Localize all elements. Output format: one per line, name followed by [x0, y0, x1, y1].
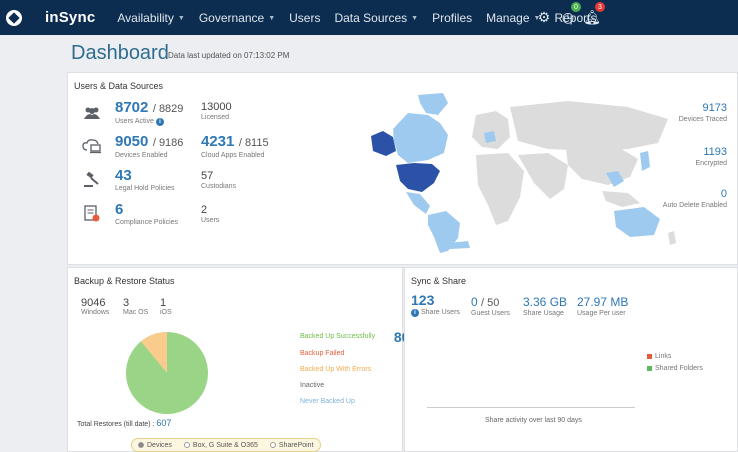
compliance-users-stat: 2 Users	[201, 204, 220, 224]
gavel-icon	[82, 170, 102, 190]
segment-devices[interactable]: Devices	[132, 439, 178, 451]
main-menu: Availability ▼ Governance ▼ Users Data Sou…	[117, 11, 610, 25]
encrypted-stat[interactable]: 1193 Encrypted	[695, 146, 727, 167]
segment-cloud-apps[interactable]: Box, G Suite & O365	[178, 439, 264, 451]
share-activity-axis	[427, 407, 635, 408]
guest-users-stat[interactable]: 0 / 50 Guest Users	[471, 295, 510, 317]
info-icon[interactable]: i	[155, 118, 164, 126]
nav-governance[interactable]: Governance ▼	[198, 10, 276, 25]
pie-slice-errors	[141, 332, 167, 373]
windows-stat: 9046 Windows	[81, 297, 110, 316]
sync-share-panel: Sync & Share 123 i Share Users 0 / 50 Gue…	[404, 267, 738, 452]
cloud-apps-stat[interactable]: 4231 / 8115 Cloud Apps Enabled	[201, 133, 269, 159]
devices-enabled-stat[interactable]: 9050 / 9186 Devices Enabled	[115, 133, 184, 159]
legend-swatch	[647, 366, 652, 371]
gear-icon[interactable]: ⚙	[537, 9, 551, 25]
custodians-stat: 57 Custodians	[201, 170, 237, 190]
nav-availability[interactable]: Availability ▼	[117, 10, 185, 25]
notification-badge: 3	[595, 2, 605, 12]
users-data-sources-panel: Users & Data Sources 8702 / 8829 Users A…	[67, 72, 738, 265]
compliance-document-icon	[82, 204, 102, 224]
devices-traced-stat[interactable]: 9173 Devices Traced	[678, 102, 727, 123]
share-usage-stat[interactable]: 3.36 GB Share Usage	[523, 295, 568, 317]
logo-mark-icon	[6, 9, 22, 26]
legend-swatch	[647, 354, 652, 359]
radio-icon	[269, 442, 276, 448]
top-navigation-bar: inSync Availability ▼ Governance ▼ Users D…	[0, 0, 738, 35]
app-logo[interactable]: inSync	[6, 9, 95, 26]
backup-status-pie[interactable]	[125, 331, 209, 415]
backup-source-toggle: Devices Box, G Suite & O365 SharePoint	[131, 438, 321, 452]
nav-users[interactable]: Users	[289, 10, 321, 25]
users-active-stat[interactable]: 8702 / 8829 Users Active i	[115, 99, 184, 126]
chevron-down-icon: ▼	[177, 14, 185, 22]
clock-icon[interactable]: ◷ 0	[556, 2, 581, 26]
compliance-stat[interactable]: 6 Compliance Policies	[115, 201, 179, 226]
bell-icon[interactable]: 🔔︎ 3	[580, 2, 605, 26]
backup-restore-panel: Backup & Restore Status 9046 Windows 3 M…	[67, 267, 425, 452]
licensed-stat: 13000 Licensed	[201, 101, 232, 121]
total-restores: Total Restores (till date) : 607	[77, 418, 172, 428]
share-users-stat[interactable]: 123 i Share Users	[411, 292, 460, 317]
usage-per-user-stat[interactable]: 27.97 MB Usage Per user	[577, 295, 629, 317]
macos-stat: 3 Mac OS	[123, 297, 149, 316]
panel-title: Sync & Share	[411, 276, 467, 286]
history-badge: 0	[571, 2, 581, 12]
world-map[interactable]	[368, 93, 688, 253]
app-name: inSync	[45, 9, 96, 26]
nav-profiles[interactable]: Profiles	[432, 10, 473, 25]
ios-stat: 1 iOS	[160, 297, 172, 316]
nav-reports[interactable]: Reports	[554, 10, 597, 25]
segment-sharepoint[interactable]: SharePoint	[264, 439, 320, 451]
radio-icon	[138, 442, 144, 448]
legal-hold-stat[interactable]: 43 Legal Hold Policies	[115, 167, 175, 192]
nav-utility-icons: ⚙ ◷ 0 🔔︎ 3	[532, 0, 605, 35]
page-title: Dashboard	[71, 42, 169, 64]
panel-title: Users & Data Sources	[74, 81, 164, 91]
chevron-down-icon: ▼	[411, 14, 419, 22]
legend-links[interactable]: Links	[647, 353, 671, 360]
auto-delete-stat[interactable]: 0 Auto Delete Enabled	[662, 188, 727, 209]
radio-icon	[183, 442, 190, 448]
chevron-down-icon: ▼	[533, 14, 541, 22]
chevron-down-icon: ▼	[268, 14, 276, 22]
last-updated-text: Data last updated on 07:13:02 PM	[168, 51, 290, 60]
users-group-icon	[82, 103, 102, 123]
nav-manage[interactable]: Manage ▼	[486, 10, 541, 25]
share-activity-caption: Share activity over last 90 days	[485, 417, 582, 424]
panel-title: Backup & Restore Status	[74, 276, 175, 286]
nav-data-sources[interactable]: Data Sources ▼	[334, 10, 419, 25]
legend-shared-folders[interactable]: Shared Folders	[647, 365, 703, 372]
devices-cloud-icon	[82, 136, 102, 156]
info-icon[interactable]: i	[411, 309, 419, 317]
